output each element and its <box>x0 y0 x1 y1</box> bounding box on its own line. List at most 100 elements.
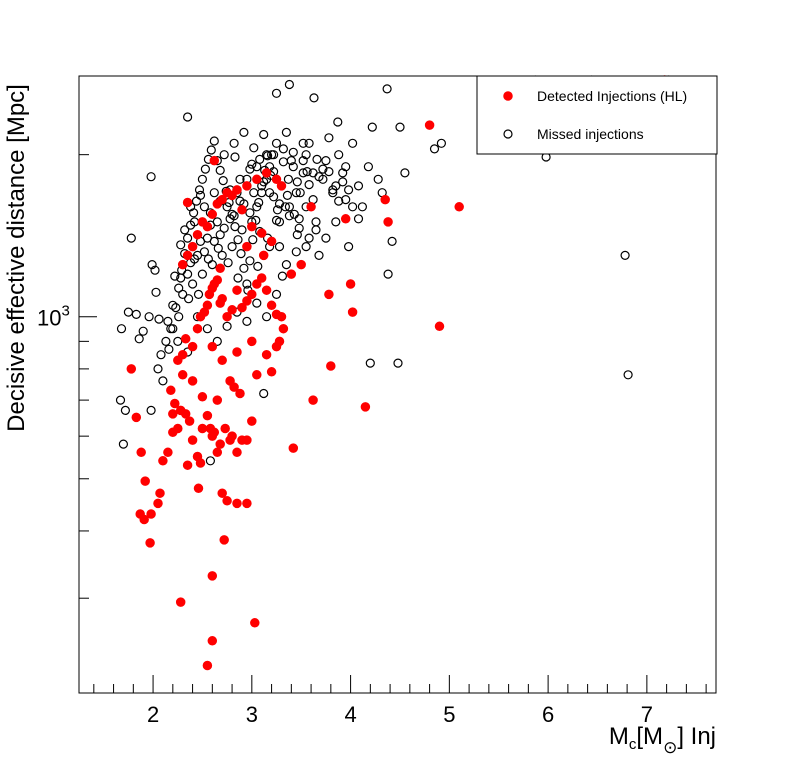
point-missed <box>274 199 285 209</box>
point-detected <box>212 395 223 405</box>
point-missed <box>217 250 227 260</box>
point-detected <box>434 321 445 332</box>
point-missed <box>282 190 292 200</box>
point-missed <box>321 156 331 166</box>
point-detected <box>215 439 225 449</box>
point-detected <box>232 285 242 295</box>
point-detected <box>155 488 165 498</box>
point-missed <box>219 223 229 233</box>
point-missed <box>197 174 207 184</box>
point-detected <box>261 285 272 295</box>
x-tick-label: 4 <box>344 702 356 727</box>
point-detected <box>166 385 176 396</box>
point-missed <box>298 168 308 178</box>
point-detected <box>202 660 213 671</box>
point-missed <box>395 122 405 132</box>
point-missed <box>334 150 344 160</box>
point-missed <box>161 336 171 346</box>
point-detected <box>256 273 267 283</box>
point-detected <box>242 296 252 306</box>
point-detected <box>215 263 225 274</box>
point-detected <box>276 311 287 322</box>
point-detected <box>163 447 173 458</box>
point-missed <box>183 233 193 243</box>
point-detected <box>168 409 178 419</box>
point-detected <box>232 447 242 458</box>
point-detected <box>222 496 232 506</box>
point-missed <box>288 147 298 157</box>
point-detected <box>276 181 287 191</box>
point-missed <box>212 336 222 346</box>
point-missed <box>194 185 205 195</box>
point-detected <box>229 382 239 392</box>
point-missed <box>271 88 282 98</box>
point-missed <box>288 162 298 172</box>
point-missed <box>348 202 358 212</box>
point-detected <box>266 236 277 247</box>
point-detected <box>177 349 188 360</box>
point-detected <box>212 447 223 458</box>
point-missed <box>278 157 288 167</box>
point-missed <box>353 214 364 224</box>
point-detected <box>219 535 229 545</box>
point-detected <box>184 416 195 426</box>
point-missed <box>219 150 229 160</box>
point-missed <box>283 174 293 184</box>
point-detected <box>182 250 193 261</box>
point-missed <box>171 303 181 313</box>
point-missed <box>314 250 324 260</box>
point-missed <box>272 205 283 215</box>
point-missed <box>209 188 219 198</box>
point-missed <box>115 395 126 405</box>
point-missed <box>247 159 257 169</box>
point-detected <box>247 289 257 300</box>
point-missed <box>271 289 282 299</box>
point-detected <box>258 250 269 261</box>
point-missed <box>223 258 233 268</box>
point-detected <box>209 155 220 166</box>
x-axis-title-main: M <box>609 723 629 750</box>
point-detected <box>271 174 282 185</box>
point-missed <box>400 168 410 178</box>
point-missed <box>239 127 249 137</box>
point-detected <box>232 498 242 509</box>
point-missed <box>183 112 193 122</box>
legend-label-missed: Missed injections <box>537 126 644 142</box>
point-missed <box>321 233 331 243</box>
point-missed <box>334 196 344 206</box>
point-detected <box>197 423 208 434</box>
point-missed <box>338 177 348 187</box>
point-missed <box>195 190 206 200</box>
point-detected <box>278 323 289 334</box>
point-missed <box>174 312 184 322</box>
point-missed <box>298 138 308 148</box>
point-detected <box>195 458 206 468</box>
point-detected <box>193 483 204 494</box>
point-detected <box>158 456 168 466</box>
point-missed <box>259 388 269 399</box>
point-missed <box>215 230 225 240</box>
point-missed <box>328 185 338 195</box>
point-missed <box>294 214 304 224</box>
point-missed <box>292 177 302 187</box>
point-missed <box>206 145 216 155</box>
point-missed <box>324 133 334 143</box>
point-missed <box>252 298 262 308</box>
point-detected <box>261 349 272 360</box>
point-missed <box>245 208 255 218</box>
point-missed <box>202 324 212 334</box>
point-missed <box>387 236 397 246</box>
point-detected <box>187 241 198 252</box>
point-missed <box>230 152 240 162</box>
point-detected <box>187 341 198 352</box>
point-missed <box>229 138 239 148</box>
point-detected <box>326 361 336 371</box>
x-axis-title: Mc[M⊙] Inj <box>609 723 716 757</box>
y-tick-label-exp: 3 <box>61 303 69 320</box>
point-detected <box>308 395 318 405</box>
point-missed <box>262 312 272 322</box>
point-missed <box>197 269 207 279</box>
point-missed <box>302 167 312 177</box>
point-missed <box>227 209 237 219</box>
x-tick-label: 5 <box>443 702 455 727</box>
